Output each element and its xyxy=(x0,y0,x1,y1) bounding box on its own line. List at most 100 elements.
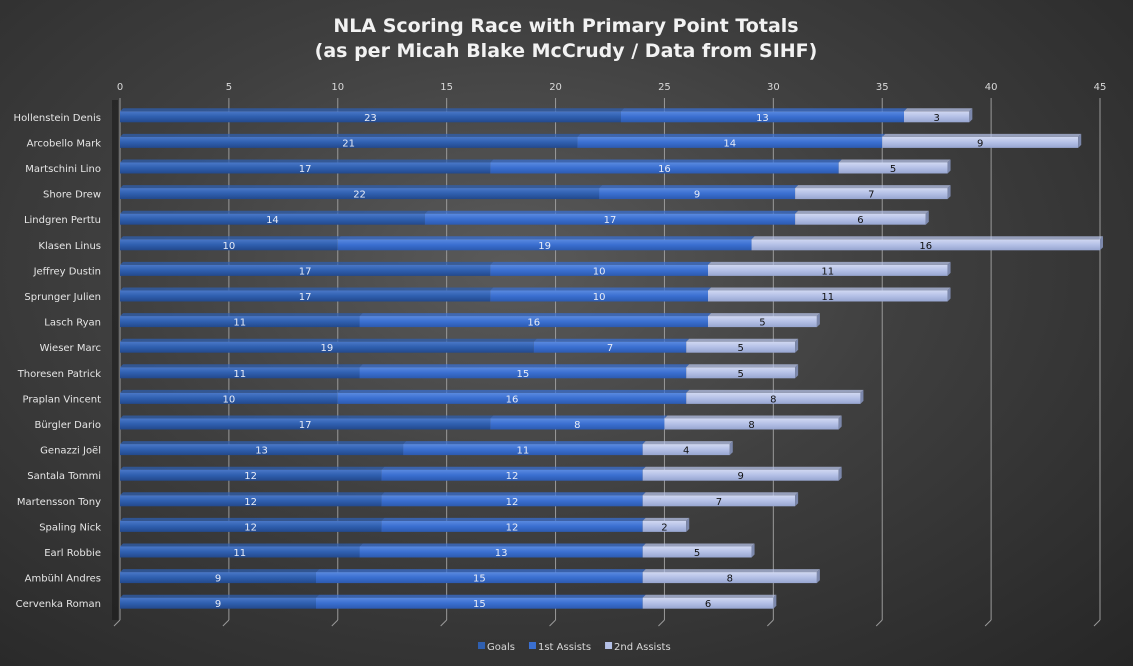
legend-item[interactable]: Goals xyxy=(478,642,515,653)
bar-top-face xyxy=(708,287,951,291)
bar-top-face xyxy=(120,492,385,496)
bar-side-face xyxy=(729,441,733,456)
bar-segment-goals xyxy=(120,418,491,430)
data-label: 14 xyxy=(266,215,279,226)
gridline-foot xyxy=(222,619,230,627)
bar-segment-1st-assists xyxy=(490,418,665,430)
bar-side-face xyxy=(795,492,799,507)
bar-top-face xyxy=(120,210,428,214)
bar-segment-2nd-assists xyxy=(642,495,796,507)
data-label: 15 xyxy=(517,369,530,380)
bar-top-face xyxy=(490,415,668,419)
bar-side-face xyxy=(751,543,755,558)
gridline-foot xyxy=(658,619,665,627)
data-label: 9 xyxy=(215,599,221,610)
bar-top-face xyxy=(751,236,1103,240)
bar-segment-2nd-assists xyxy=(686,367,796,379)
data-label: 3 xyxy=(933,113,939,124)
bar-top-face xyxy=(664,415,842,419)
data-label: 17 xyxy=(299,164,312,175)
bar-top-face xyxy=(381,492,646,496)
bar-segment-1st-assists xyxy=(359,367,687,379)
bar-side-face xyxy=(947,261,951,276)
data-label: 10 xyxy=(593,292,606,303)
bar-segment-1st-assists xyxy=(533,341,687,353)
gridline-foot xyxy=(875,619,883,627)
x-tick-label: 30 xyxy=(767,82,780,93)
bar-segment-1st-assists xyxy=(424,213,796,225)
bar-top-face xyxy=(120,569,319,573)
bar-top-face xyxy=(490,287,711,291)
legend-swatch xyxy=(528,642,536,649)
bar-top-face xyxy=(381,517,646,521)
bar-top-face xyxy=(120,185,603,189)
data-label: 12 xyxy=(506,522,519,533)
data-label: 12 xyxy=(506,471,519,482)
data-label: 16 xyxy=(658,164,671,175)
bar-segment-goals xyxy=(120,597,316,609)
data-label: 5 xyxy=(759,318,765,329)
category-label: Cervenka Roman xyxy=(16,599,101,610)
bar-top-face xyxy=(620,108,907,112)
category-label: Spaling Nick xyxy=(39,522,101,533)
bar-segment-1st-assists xyxy=(490,162,839,174)
bar-segment-2nd-assists xyxy=(686,392,861,404)
category-label: Lindgren Perttu xyxy=(24,215,101,226)
bar-side-face xyxy=(838,466,842,481)
bar-top-face xyxy=(316,594,646,598)
axis-wall xyxy=(112,100,118,620)
bar-segment-goals xyxy=(120,520,382,532)
bar-segment-2nd-assists xyxy=(882,136,1079,148)
bar-top-face xyxy=(599,185,799,189)
bar-segment-1st-assists xyxy=(381,469,643,481)
bar-segment-1st-assists xyxy=(381,495,643,507)
bar-segment-1st-assists xyxy=(577,136,883,148)
bar-top-face xyxy=(337,236,755,240)
category-label: Arcobello Mark xyxy=(27,138,102,149)
bar-top-face xyxy=(642,441,733,445)
legend-swatch xyxy=(605,642,613,649)
bar-top-face xyxy=(686,389,864,393)
data-label: 17 xyxy=(299,266,312,277)
bar-segment-goals xyxy=(120,316,360,328)
gridline-foot xyxy=(113,619,121,627)
gridline-foot xyxy=(766,619,774,627)
bar-top-face xyxy=(381,466,646,470)
bar-side-face xyxy=(969,108,973,123)
category-label: Martensson Tony xyxy=(17,497,101,508)
bar-side-face xyxy=(795,364,799,379)
category-label: Jeffrey Dustin xyxy=(33,266,101,277)
data-label: 9 xyxy=(215,574,221,585)
legend-item[interactable]: 2nd Assists xyxy=(605,642,671,653)
data-label: 11 xyxy=(233,318,246,329)
data-label: 5 xyxy=(737,343,743,354)
data-label: 5 xyxy=(694,548,700,559)
bar-side-face xyxy=(947,185,951,200)
data-label: 9 xyxy=(977,138,983,149)
bar-side-face xyxy=(925,210,929,225)
bar-segment-2nd-assists xyxy=(686,341,796,353)
bar-side-face xyxy=(816,313,820,328)
data-label: 7 xyxy=(716,497,722,508)
data-label: 12 xyxy=(244,522,257,533)
bar-top-face xyxy=(337,389,690,393)
bar-side-face xyxy=(816,569,820,584)
bar-top-face xyxy=(359,364,690,368)
data-label: 19 xyxy=(538,241,551,252)
bar-top-face xyxy=(642,594,777,598)
legend-label: 1st Assists xyxy=(538,642,591,653)
bar-side-face xyxy=(947,287,951,302)
data-label: 10 xyxy=(593,266,606,277)
legend-label: Goals xyxy=(487,642,515,653)
data-label: 8 xyxy=(727,574,733,585)
bar-top-face xyxy=(316,569,646,573)
gridline-foot xyxy=(331,619,339,627)
data-label: 17 xyxy=(299,292,312,303)
legend: Goals 1st Assists 2nd Assists xyxy=(478,642,671,653)
bar-side-face xyxy=(773,594,777,609)
bar-segment-1st-assists xyxy=(490,290,708,302)
bar-segment-goals xyxy=(120,341,534,353)
legend-item[interactable]: 1st Assists xyxy=(528,642,591,653)
